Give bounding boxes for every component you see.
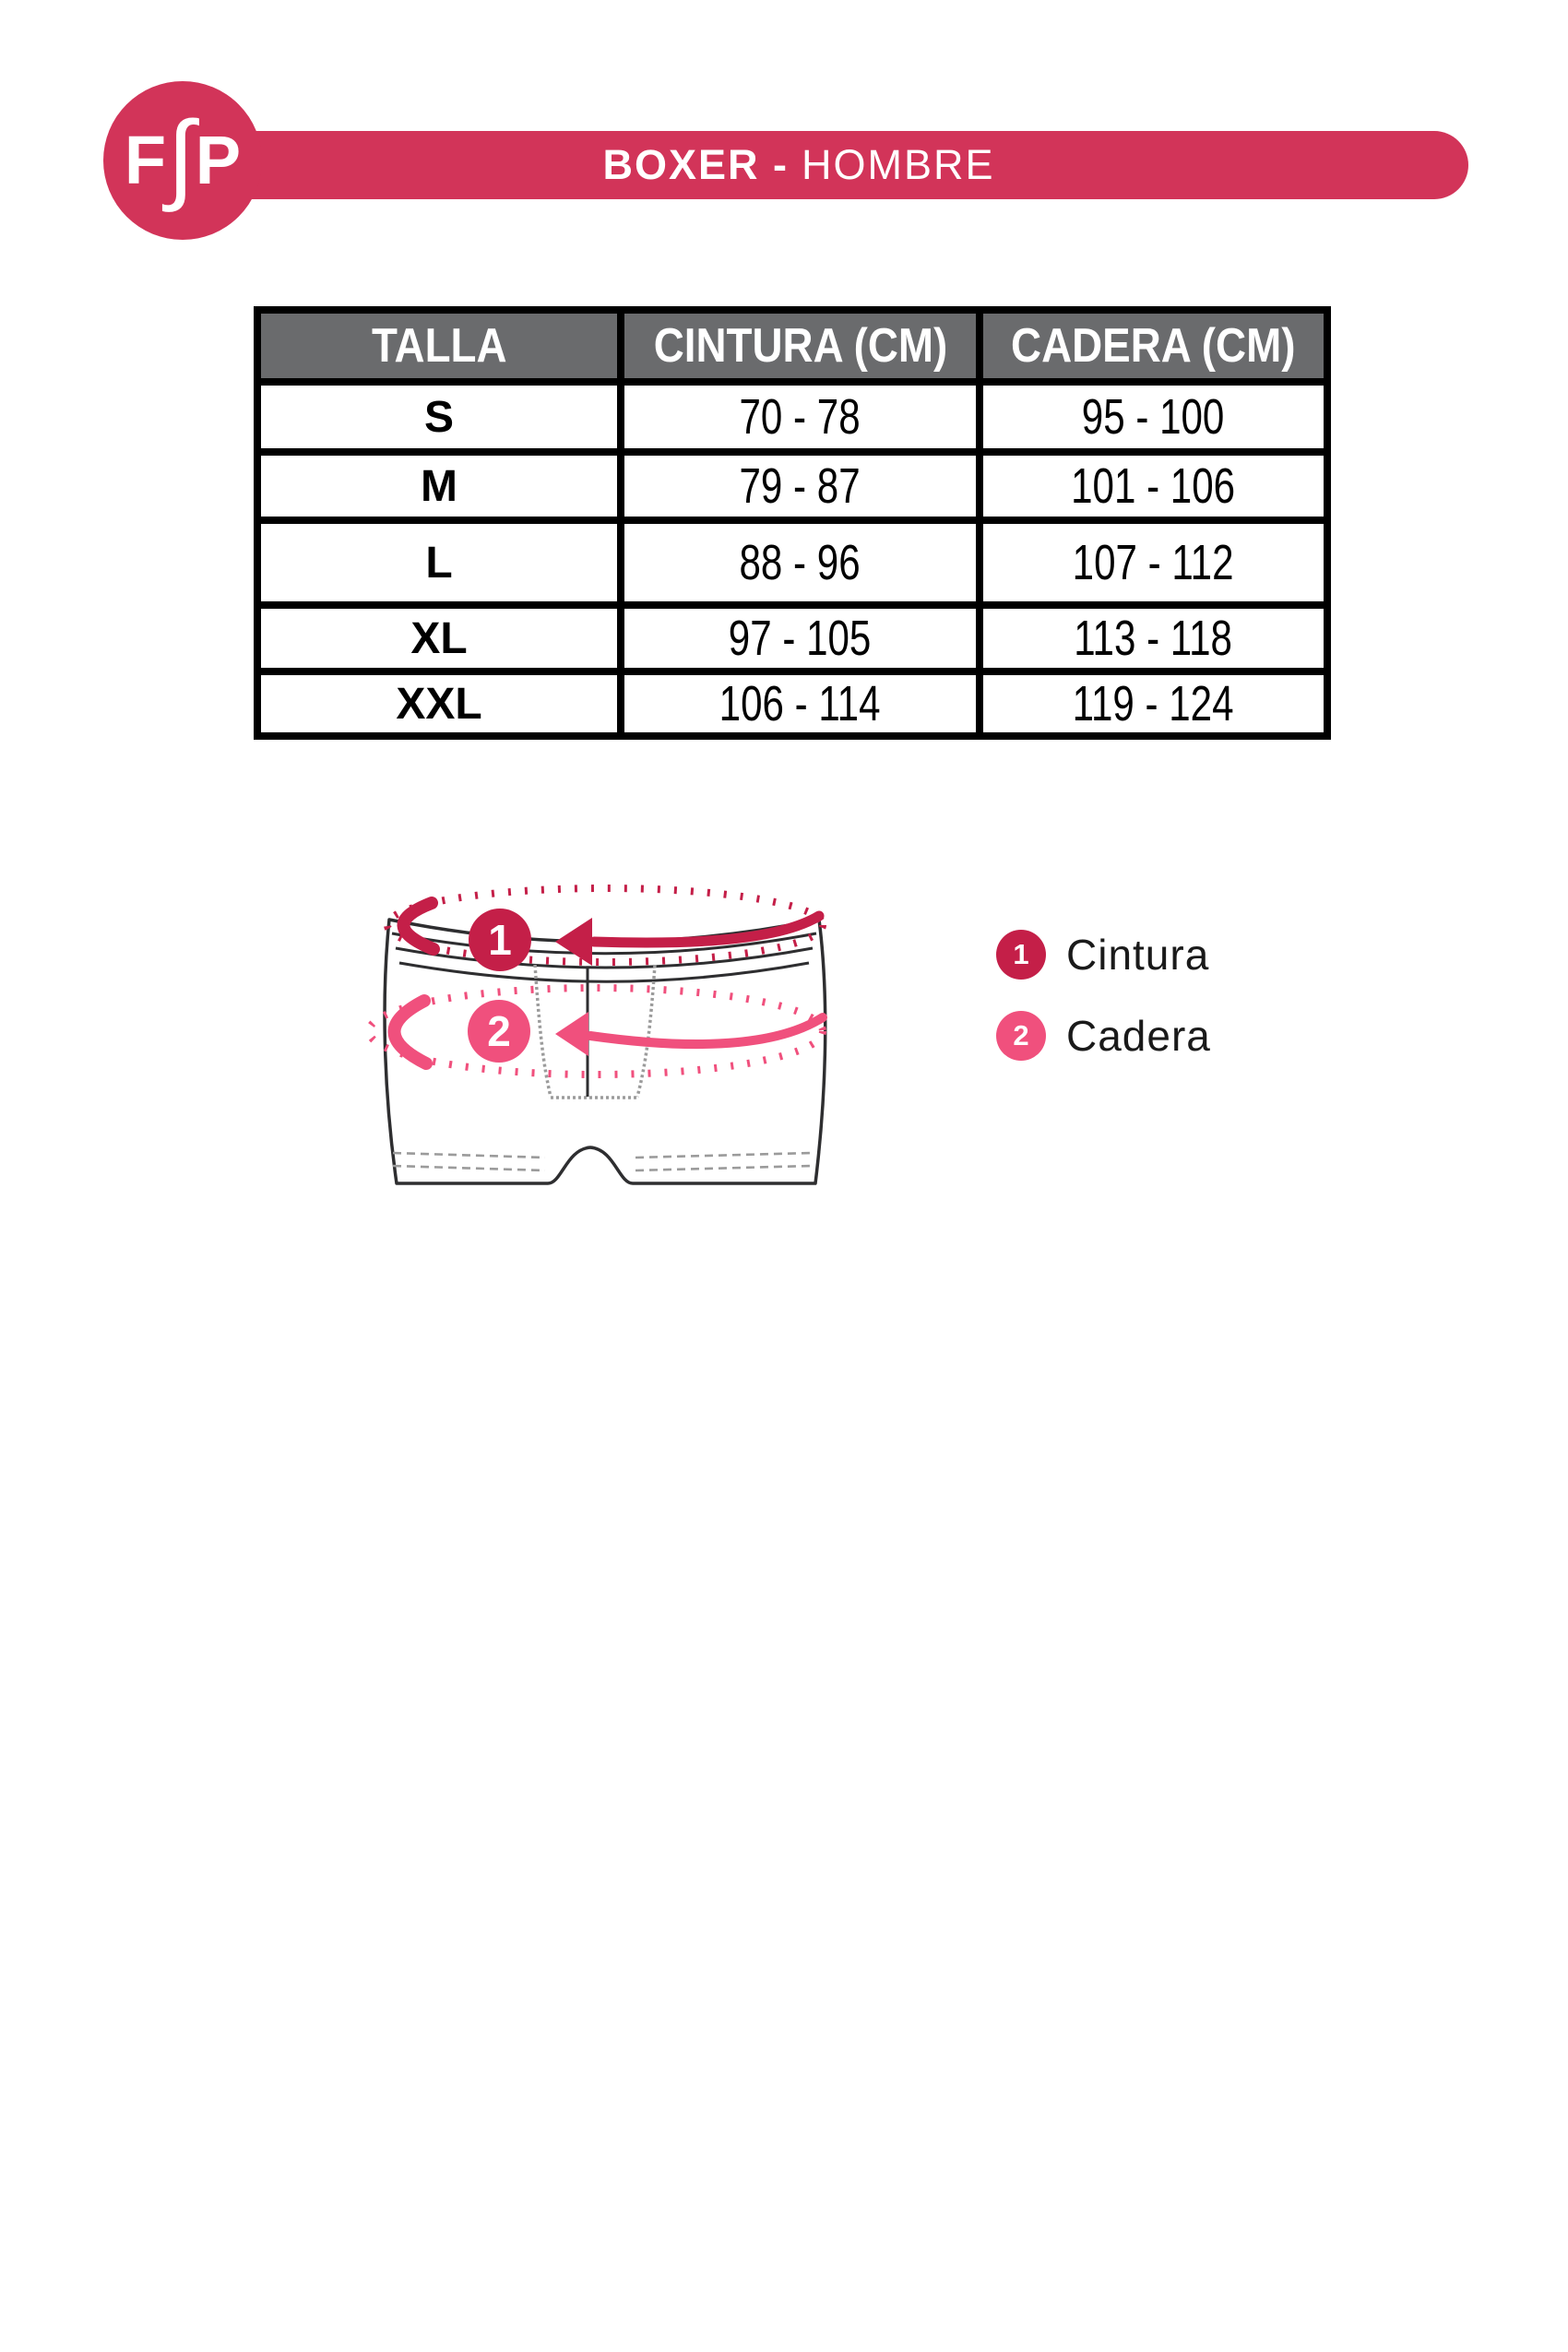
hip-ring-left-arc [387, 994, 433, 1070]
legend-item-cintura: 1 Cintura [996, 930, 1211, 980]
legend-badge-2: 2 [996, 1011, 1046, 1061]
waist-dotted-ring [384, 885, 826, 966]
banner-audience-title: HOMBRE [802, 141, 995, 188]
size-cell: XL [254, 601, 624, 675]
legend-label-cintura: Cintura [1066, 931, 1210, 979]
cintura-cell: 97 - 105 [617, 601, 983, 675]
size-cell: XXL [254, 668, 624, 740]
hip-arrowhead [555, 1012, 588, 1056]
waist-arrow-arc [588, 910, 825, 948]
brand-logo: F ∫ P [103, 81, 262, 240]
cadera-cell: 119 - 124 [976, 668, 1331, 740]
waistband-line [395, 946, 814, 969]
fly-seam-left [533, 964, 552, 1098]
cadera-cell: 95 - 100 [976, 378, 1331, 456]
waistband-line [398, 961, 810, 983]
waist-marker-badge [469, 909, 531, 971]
table-row: L 88 - 96 107 - 112 [254, 517, 1331, 609]
left-leg-hem-stitch [392, 1151, 546, 1159]
size-chart-table: TALLA CINTURA (CM) CADERA (CM) S 70 - 78… [254, 306, 1331, 740]
cadera-cell: 113 - 118 [976, 601, 1331, 675]
col-header-cadera: CADERA (CM) [976, 306, 1331, 386]
left-leg-hem-stitch [392, 1164, 546, 1172]
legend-label-cadera: Cadera [1066, 1012, 1211, 1060]
cadera-cell: 101 - 106 [976, 448, 1331, 524]
table-header-row: TALLA CINTURA (CM) CADERA (CM) [254, 306, 1331, 386]
cadera-cell: 107 - 112 [976, 517, 1331, 609]
logo-letter-p: P [195, 122, 242, 198]
waist-ring-left-arc [397, 897, 440, 956]
right-leg-hem-stitch [635, 1164, 813, 1172]
cintura-cell: 79 - 87 [617, 448, 983, 524]
cintura-cell: 106 - 114 [617, 668, 983, 740]
size-cell: M [254, 448, 624, 524]
waistband-line [391, 932, 817, 956]
hip-arrow-arc [586, 1013, 827, 1050]
right-leg-hem-stitch [635, 1151, 813, 1159]
table-row: XL 97 - 105 113 - 118 [254, 601, 1331, 675]
legend-item-cadera: 2 Cadera [996, 1011, 1211, 1061]
measurement-legend: 1 Cintura 2 Cadera [996, 930, 1211, 1061]
hip-marker-number: 2 [487, 1007, 511, 1055]
boxer-outline [383, 918, 827, 1185]
size-cell: S [254, 378, 624, 456]
col-header-cintura: CINTURA (CM) [617, 306, 983, 386]
logo-letter-f: F [124, 122, 167, 198]
table-row: S 70 - 78 95 - 100 [254, 378, 1331, 456]
col-header-talla: TALLA [254, 306, 624, 386]
title-banner: BOXER - HOMBRE [184, 131, 1468, 199]
hip-marker-badge [468, 1000, 530, 1063]
boxer-measurement-diagram: 1 2 [365, 885, 827, 1185]
legend-badge-1: 1 [996, 930, 1046, 980]
waist-marker-number: 1 [488, 916, 512, 964]
cintura-cell: 70 - 78 [617, 378, 983, 456]
hip-dotted-ring [365, 984, 826, 1078]
banner-product-title: BOXER - [602, 141, 789, 188]
table-row: XXL 106 - 114 119 - 124 [254, 668, 1331, 740]
size-cell: L [254, 517, 624, 609]
table-row: M 79 - 87 101 - 106 [254, 448, 1331, 524]
waist-arrowhead [555, 918, 592, 966]
cintura-cell: 88 - 96 [617, 517, 983, 609]
